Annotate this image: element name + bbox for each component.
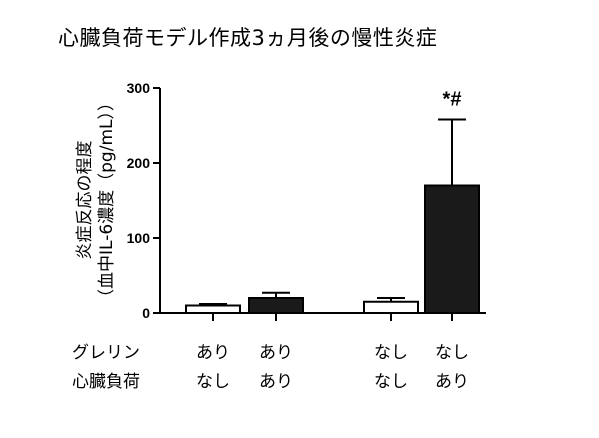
condition-value: あり	[196, 343, 230, 363]
significance-marker: *#	[443, 89, 462, 111]
condition-value: なし	[374, 343, 408, 363]
condition-value: なし	[196, 372, 230, 392]
bar-2	[248, 297, 304, 314]
y-axis-label-line2: （血中IL-6濃度（pg/mL））	[97, 94, 117, 306]
condition-value: なし	[374, 372, 408, 392]
condition-value: なし	[435, 343, 469, 363]
y-tick-label: 0	[142, 305, 150, 321]
bar-3	[363, 300, 419, 314]
condition-row-label: グレリン	[72, 343, 140, 363]
y-tick-label: 100	[127, 230, 151, 246]
y-tick-label: 200	[127, 155, 151, 171]
condition-row-label: 心臓負荷	[72, 372, 140, 392]
chart-title: 心臓負荷モデル作成3ヵ月後の慢性炎症	[58, 26, 438, 50]
y-axis-label-line1: 炎症反応の程度	[75, 140, 95, 260]
condition-value: あり	[259, 343, 293, 363]
y-tick-label: 300	[127, 80, 151, 96]
bar-1	[185, 304, 241, 314]
bar-4	[424, 184, 480, 314]
condition-value: あり	[259, 372, 293, 392]
condition-value: あり	[435, 372, 469, 392]
